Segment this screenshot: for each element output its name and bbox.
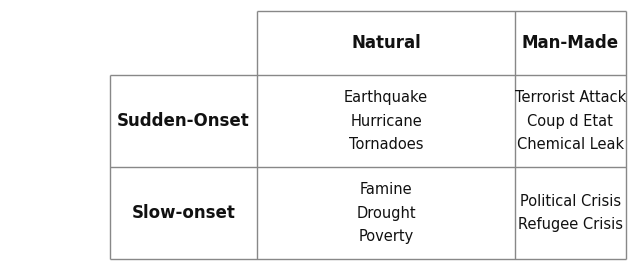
Text: Sudden-Onset: Sudden-Onset	[117, 112, 250, 130]
Text: Famine
Drought
Poverty: Famine Drought Poverty	[356, 182, 416, 244]
Text: Slow-onset: Slow-onset	[131, 204, 235, 222]
Text: Political Crisis
Refugee Crisis: Political Crisis Refugee Crisis	[518, 194, 623, 232]
Text: Man-Made: Man-Made	[522, 34, 619, 52]
Text: Earthquake
Hurricane
Tornadoes: Earthquake Hurricane Tornadoes	[344, 90, 428, 152]
Text: Terrorist Attack
Coup d Etat
Chemical Leak: Terrorist Attack Coup d Etat Chemical Le…	[515, 90, 626, 152]
Text: Natural: Natural	[351, 34, 421, 52]
